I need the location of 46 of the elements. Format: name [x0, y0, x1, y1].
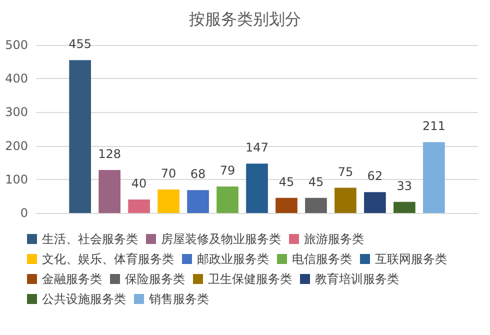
bar [305, 198, 327, 213]
data-label: 455 [68, 37, 92, 52]
y-tick-label: 0 [20, 206, 28, 220]
legend-label: 文化、娱乐、体育服务类 [42, 252, 174, 266]
legend-label: 卫生保健服务类 [208, 272, 292, 286]
legend-label: 旅游服务类 [304, 232, 364, 246]
legend-label: 邮政业服务类 [197, 252, 269, 266]
bar [216, 186, 238, 213]
data-label: 62 [367, 169, 383, 184]
bar [364, 192, 386, 213]
legend-label: 销售服务类 [148, 292, 209, 306]
data-label: 68 [190, 167, 206, 182]
bar [334, 188, 356, 213]
legend-label: 房屋装修及物业服务类 [161, 232, 281, 246]
y-tick-label: 100 [5, 172, 28, 186]
legend-label: 互联网服务类 [375, 252, 447, 266]
data-label: 70 [160, 166, 176, 180]
y-tick-label: 400 [5, 72, 28, 86]
data-label: 75 [338, 164, 354, 179]
y-tick-label: 300 [5, 105, 28, 120]
bar [187, 190, 209, 213]
data-label: 45 [278, 174, 294, 189]
legend-label: 教育培训服务类 [315, 272, 399, 286]
bar [98, 170, 120, 213]
bar [394, 202, 416, 213]
legend-label: 生活、社会服务类 [42, 232, 138, 246]
legend-label: 电信服务类 [292, 252, 352, 266]
data-label: 40 [131, 176, 147, 191]
data-label: 128 [98, 146, 122, 161]
data-label: 79 [220, 163, 236, 178]
data-label: 147 [246, 140, 268, 155]
bar [128, 200, 150, 213]
data-label: 211 [422, 119, 446, 134]
bar [69, 60, 91, 213]
y-tick-label: 200 [5, 138, 28, 153]
bar [423, 142, 445, 213]
legend-label: 保险服务类 [125, 272, 185, 286]
bar [246, 164, 268, 213]
bar [158, 189, 180, 213]
legend-label: 公共设施服务类 [42, 292, 126, 306]
data-label: 33 [396, 178, 412, 193]
data-label: 45 [308, 174, 324, 189]
legend-label: 金融服务类 [42, 272, 102, 286]
chart-title: 按服务类别划分 [189, 10, 301, 28]
y-tick-label: 500 [5, 38, 28, 52]
bar [276, 198, 298, 213]
